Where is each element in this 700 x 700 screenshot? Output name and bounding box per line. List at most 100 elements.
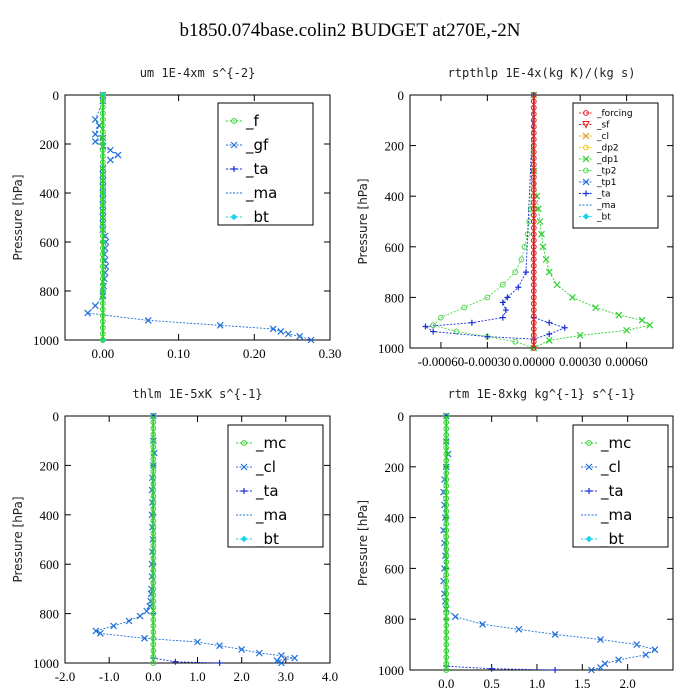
legend: _forcing _sf_cl _dp2_dp1 _tp2_tp1 _ta_ma _bt	[572, 102, 659, 229]
point-cl	[291, 654, 299, 662]
point-forcing	[530, 180, 537, 187]
legend-label: _ma	[596, 201, 616, 211]
point-tp2	[512, 338, 519, 345]
point-gf	[284, 330, 292, 338]
point-mc	[443, 660, 450, 667]
point-dp1	[536, 218, 544, 225]
x-tick-label: 2.0	[620, 676, 636, 691]
point-gf	[107, 146, 114, 154]
point-mc	[443, 546, 450, 553]
point-mc	[150, 413, 157, 419]
point-dp1	[646, 321, 654, 329]
legend-marker	[240, 535, 248, 543]
x-tick-label: -0.00060	[418, 354, 465, 369]
point-forcing	[530, 136, 537, 143]
x-tick-label: 0.10	[167, 346, 190, 361]
point-mc	[443, 565, 450, 572]
y-tick-label: 600	[385, 561, 405, 576]
legend: _mc _cl _ta _ma _bt	[227, 424, 324, 549]
point-ta	[422, 323, 429, 330]
x-tick-label: -0.00030	[464, 354, 511, 369]
point-gf	[91, 138, 99, 145]
point-ta	[515, 284, 522, 291]
point-cl	[633, 641, 641, 649]
point-dp1	[538, 230, 545, 238]
point-ta	[504, 294, 511, 301]
point-f	[99, 312, 106, 319]
y-tick-label: 400	[385, 511, 405, 526]
legend-marker	[241, 440, 247, 446]
point-f	[99, 226, 106, 233]
point-forcing	[530, 281, 537, 288]
point-forcing	[530, 199, 537, 206]
legend-label: _bt	[255, 530, 279, 549]
legend-marker	[582, 213, 590, 220]
point-ta	[172, 658, 179, 665]
y-tick-label: 400	[40, 186, 60, 201]
point-mc	[443, 533, 450, 540]
legend-marker	[586, 440, 592, 446]
panel-title: um 1E-4xm s^{-2}	[140, 66, 256, 80]
legend-label: _forcing	[596, 109, 633, 119]
point-ta	[499, 299, 506, 306]
point-ta	[499, 314, 506, 321]
legend-marker	[240, 463, 248, 471]
point-gf	[144, 316, 152, 324]
point-cl	[597, 636, 604, 643]
legend-label: _ta	[245, 160, 269, 179]
point-mc	[150, 487, 157, 494]
legend-marker	[583, 110, 589, 116]
point-dp1	[539, 243, 547, 251]
legend-label: _ma	[600, 506, 632, 525]
legend-box	[572, 102, 659, 229]
point-mc	[150, 623, 157, 629]
point-f	[99, 134, 106, 141]
point-f	[99, 318, 106, 325]
legend-label: _ma	[245, 184, 277, 203]
point-f	[99, 190, 106, 196]
y-tick-label: 1000	[378, 663, 404, 678]
point-mc	[150, 610, 157, 617]
point-ta	[546, 319, 553, 326]
point-forcing	[530, 130, 537, 136]
point-mc	[443, 654, 450, 661]
y-tick-label: 0	[53, 88, 60, 103]
point-mc	[150, 493, 157, 500]
legend-marker	[582, 121, 590, 129]
panel-4: rtm 1E-8xkg kg^{-1} s^{-1} Pressure [hPa]…	[356, 387, 674, 691]
legend-marker	[230, 141, 238, 149]
legend: _f _gf _ta _ma _bt	[217, 102, 314, 227]
point-mc	[443, 521, 450, 527]
point-f	[99, 98, 106, 105]
point-mc	[443, 451, 450, 458]
point-mc	[150, 660, 157, 666]
point-forcing	[530, 186, 537, 193]
point-mc	[150, 598, 157, 605]
legend-label: _dp2	[596, 144, 619, 154]
point-forcing	[530, 149, 537, 155]
point-gf	[296, 332, 304, 340]
point-mc	[443, 463, 450, 470]
x-tick-label: -2.0	[55, 669, 76, 684]
legend-marker	[582, 155, 590, 163]
point-forcing	[530, 313, 537, 320]
x-tick-label: 0.20	[243, 346, 266, 361]
point-mc	[443, 489, 450, 496]
point-tp2	[518, 256, 525, 263]
y-tick-label: 800	[40, 284, 60, 299]
y-tick-label: 600	[40, 235, 60, 250]
point-mc	[150, 450, 157, 456]
point-ta	[561, 324, 568, 331]
point-cl	[238, 645, 246, 653]
point-f	[99, 263, 106, 270]
point-f	[99, 153, 106, 160]
point-mc	[150, 536, 157, 543]
point-f	[99, 337, 106, 343]
point-tp2	[499, 281, 506, 288]
x-tick-label: 0.00060	[605, 354, 647, 369]
point-forcing	[530, 332, 537, 339]
series-line-ta	[424, 94, 567, 340]
point-mc	[443, 508, 450, 515]
point-mc	[443, 470, 450, 477]
